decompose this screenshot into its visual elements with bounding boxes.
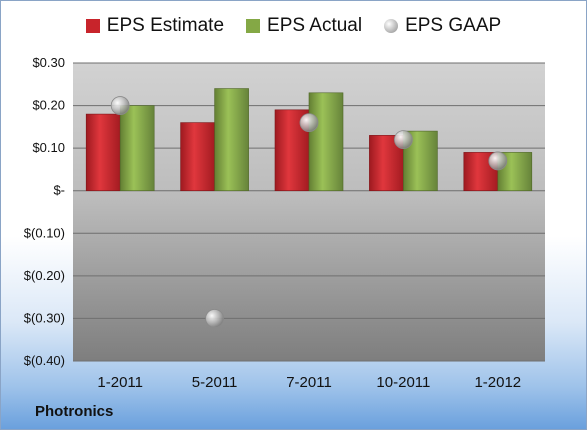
y-tick-label: $(0.30): [24, 310, 65, 325]
x-category-label: 1-2011: [97, 374, 143, 391]
bar-eps-estimate: [180, 122, 215, 192]
bar-eps-actual: [214, 88, 249, 192]
y-tick-label: $0.30: [32, 55, 65, 70]
x-category-label: 10-2011: [376, 374, 430, 391]
bar-eps-actual: [308, 92, 344, 192]
marker-eps-gaap: [110, 96, 130, 115]
legend-swatch-estimate: [85, 19, 100, 33]
chart-legend: EPS Estimate EPS Actual EPS GAAP: [1, 15, 586, 37]
legend-item-actual: EPS Actual: [246, 15, 362, 37]
legend-swatch-actual: [246, 19, 261, 33]
bar-eps-estimate: [85, 113, 121, 192]
marker-eps-gaap: [299, 113, 319, 132]
y-tick-label: $-: [53, 183, 65, 198]
y-tick-label: $0.10: [32, 140, 65, 155]
x-category-label: 1-2012: [474, 374, 521, 391]
x-category-label: 5-2011: [192, 374, 238, 391]
bar-eps-actual: [119, 105, 155, 192]
marker-eps-gaap: [393, 130, 413, 150]
marker-eps-gaap: [488, 151, 508, 171]
y-tick-label: $(0.40): [24, 353, 65, 368]
legend-label-gaap: EPS GAAP: [405, 15, 502, 36]
marker-eps-gaap: [205, 309, 225, 328]
company-name: Photronics: [35, 403, 114, 420]
y-tick-label: $(0.20): [24, 268, 65, 283]
legend-label-estimate: EPS Estimate: [106, 15, 225, 36]
legend-item-estimate: EPS Estimate: [85, 15, 225, 37]
legend-label-actual: EPS Actual: [267, 15, 363, 36]
legend-item-gaap: EPS GAAP: [384, 15, 501, 37]
y-tick-label: $0.20: [32, 98, 65, 113]
y-tick-label: $(0.10): [24, 225, 65, 240]
legend-marker-gaap: [384, 19, 399, 33]
x-category-label: 7-2011: [286, 374, 332, 391]
